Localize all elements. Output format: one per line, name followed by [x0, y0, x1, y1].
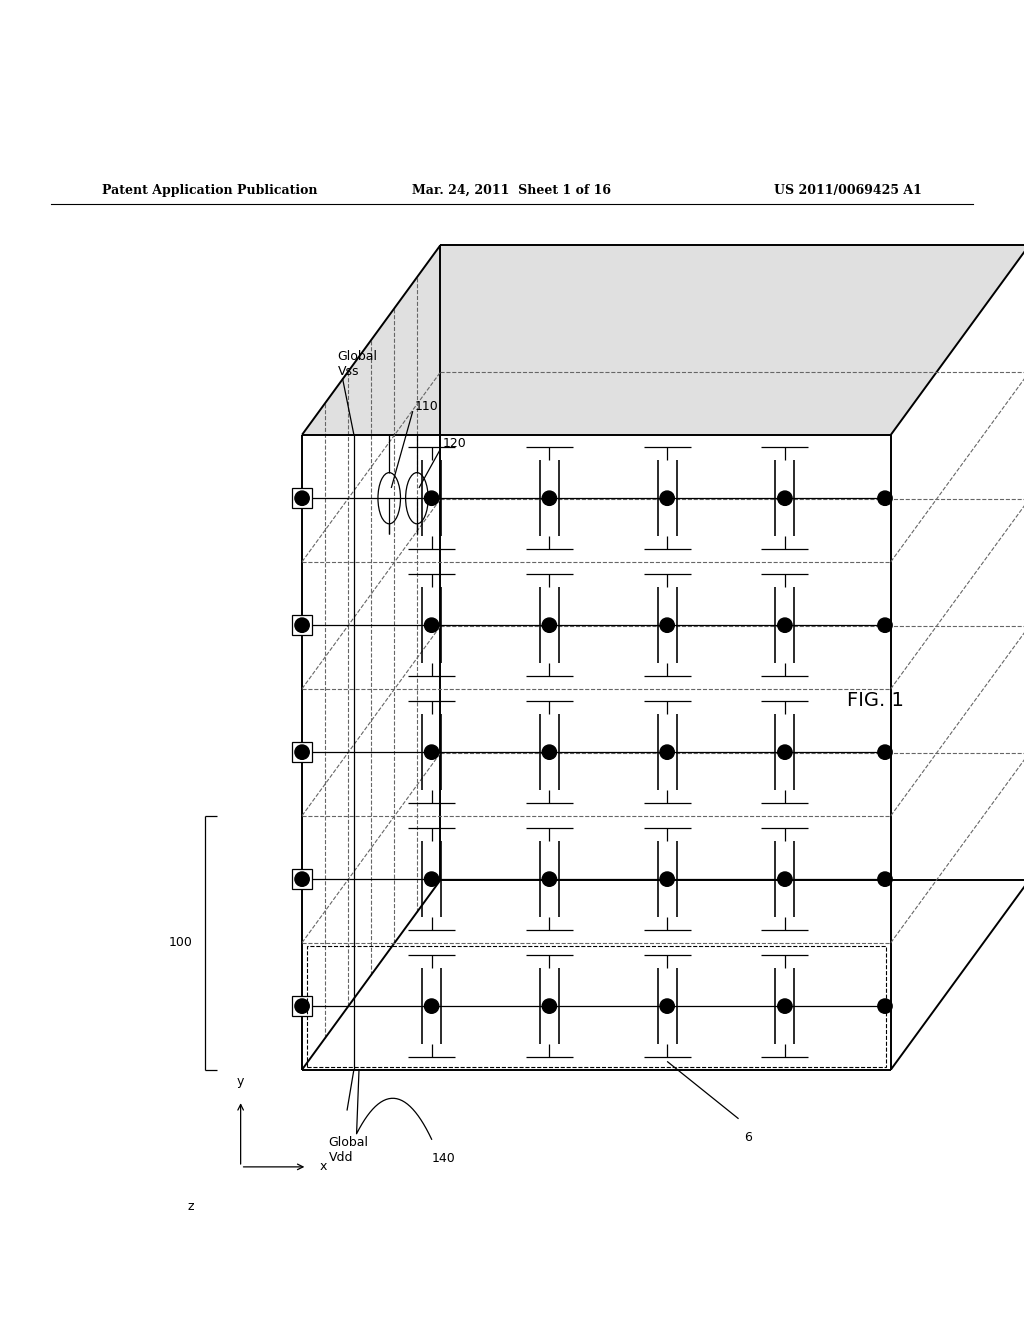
Circle shape	[659, 744, 674, 759]
Circle shape	[295, 999, 309, 1014]
Circle shape	[659, 873, 674, 886]
Circle shape	[778, 873, 793, 886]
Circle shape	[424, 744, 438, 759]
Circle shape	[778, 491, 793, 506]
Circle shape	[424, 618, 438, 632]
Circle shape	[295, 491, 309, 506]
Circle shape	[295, 618, 309, 632]
Text: 100: 100	[169, 936, 193, 949]
Circle shape	[543, 744, 557, 759]
Text: Global
Vss: Global Vss	[337, 350, 378, 379]
Circle shape	[543, 999, 557, 1014]
Text: z: z	[187, 1200, 195, 1213]
Text: Patent Application Publication: Patent Application Publication	[102, 183, 317, 197]
Bar	[292, 488, 312, 508]
Text: y: y	[237, 1074, 245, 1088]
Circle shape	[543, 873, 557, 886]
Text: Global
Vdd: Global Vdd	[329, 1137, 369, 1164]
Text: 140: 140	[432, 1151, 456, 1164]
Polygon shape	[302, 246, 1024, 434]
Text: 120: 120	[442, 437, 466, 450]
Bar	[292, 615, 312, 635]
Text: FIG. 1: FIG. 1	[847, 692, 904, 710]
Circle shape	[778, 618, 793, 632]
Circle shape	[778, 999, 793, 1014]
Text: US 2011/0069425 A1: US 2011/0069425 A1	[774, 183, 922, 197]
Circle shape	[659, 491, 674, 506]
Circle shape	[424, 491, 438, 506]
Bar	[292, 742, 312, 763]
Circle shape	[295, 873, 309, 886]
Text: Mar. 24, 2011  Sheet 1 of 16: Mar. 24, 2011 Sheet 1 of 16	[413, 183, 611, 197]
Circle shape	[543, 618, 557, 632]
Circle shape	[878, 744, 892, 759]
Circle shape	[659, 618, 674, 632]
Bar	[307, 945, 886, 1067]
Bar	[292, 995, 312, 1016]
Circle shape	[878, 873, 892, 886]
Circle shape	[424, 999, 438, 1014]
Circle shape	[778, 744, 793, 759]
Circle shape	[659, 999, 674, 1014]
Text: 110: 110	[415, 400, 438, 413]
Text: 6: 6	[743, 1131, 752, 1144]
Circle shape	[878, 491, 892, 506]
Bar	[292, 869, 312, 890]
Circle shape	[295, 744, 309, 759]
Circle shape	[543, 491, 557, 506]
Circle shape	[878, 618, 892, 632]
Circle shape	[878, 999, 892, 1014]
Text: x: x	[319, 1160, 327, 1173]
Circle shape	[424, 873, 438, 886]
